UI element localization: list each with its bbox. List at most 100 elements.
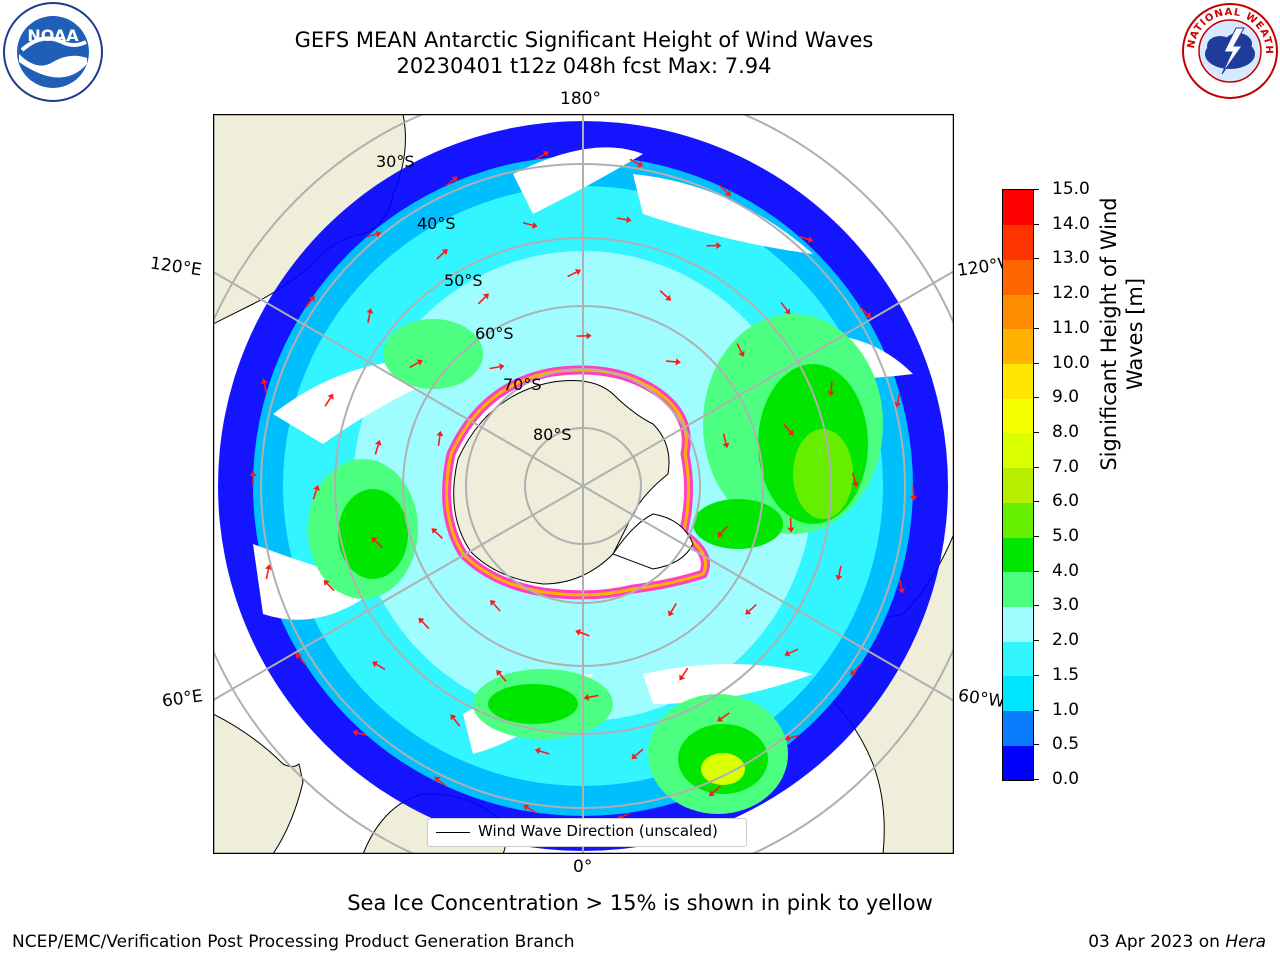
colorbar-segment xyxy=(1003,606,1033,642)
noaa-logo-text: NOAA xyxy=(27,26,79,45)
colorbar-segment xyxy=(1003,537,1033,573)
wave-arrow-head xyxy=(575,629,582,636)
colorbar-tick-mark xyxy=(1033,605,1039,607)
lat-label-40s: 40°S xyxy=(417,214,456,233)
wave-arrow-shaft xyxy=(436,251,445,260)
wave-arrow-head xyxy=(260,378,268,384)
wave-arrow-shaft xyxy=(616,217,627,221)
longitude-lines xyxy=(213,114,954,854)
colorbar-tick-mark xyxy=(1033,431,1039,433)
wave-arrow-shaft xyxy=(720,525,729,535)
colorbar-tick-mark xyxy=(1033,674,1039,676)
colorbar-tick-label: 3.0 xyxy=(1052,595,1080,616)
wave-arrow-head xyxy=(498,363,505,371)
wave-arrow-shaft xyxy=(263,383,268,394)
wave-arrow-head xyxy=(418,617,425,624)
lon-label-120e: 120°E xyxy=(148,253,203,281)
wave-arrow-head xyxy=(372,661,379,668)
wave-arrow-head xyxy=(374,440,382,446)
lat-label-50s: 50°S xyxy=(444,271,483,290)
wave-arrow-shaft xyxy=(366,233,377,238)
wave-arrow-shaft xyxy=(912,485,915,497)
colorbar-segment xyxy=(1003,502,1033,538)
wave-arrow-head xyxy=(542,151,549,158)
wave-arrow-shaft xyxy=(421,620,430,630)
wave-arrow-shaft xyxy=(579,631,590,637)
wave-arrow-shaft xyxy=(780,302,788,311)
nws-logo: NATIONAL WEATHER SERVICE xyxy=(1180,2,1278,99)
wave-arrow-head xyxy=(668,610,675,617)
wave-arrow-shaft xyxy=(681,667,689,677)
wave-arrow-shaft xyxy=(326,582,335,592)
colorbar-tick-mark xyxy=(1033,327,1039,329)
wave-arrow-shaft xyxy=(665,360,676,363)
colorbar-tick-label: 0.5 xyxy=(1052,734,1080,755)
colorbar xyxy=(1002,189,1034,781)
colorbar-tick-label: 4.0 xyxy=(1052,560,1080,581)
wave-arrow-shaft xyxy=(539,750,550,755)
wave-arrow-head xyxy=(375,230,382,238)
wave-arrow-head xyxy=(626,216,632,224)
colorbar-tick-label: 8.0 xyxy=(1052,421,1080,442)
colorbar-tick-mark xyxy=(1033,189,1039,190)
colorbar-tick-label: 1.5 xyxy=(1052,664,1080,685)
wave-arrow-head xyxy=(482,293,489,300)
wave-arrow-head xyxy=(441,249,448,255)
wave-arrow-shaft xyxy=(629,158,640,165)
wave-arrow-shaft xyxy=(535,153,545,161)
sea-ice-note: Sea Ice Concentration > 15% is shown in … xyxy=(347,891,933,915)
wave-arrow-head xyxy=(534,747,541,755)
polar-map xyxy=(213,114,954,854)
wave-arrow-head xyxy=(523,804,530,811)
colorbar-segment xyxy=(1003,432,1033,469)
colorbar-segment xyxy=(1003,641,1033,677)
wave-arrow-shaft xyxy=(374,444,380,455)
wave-arrow-head xyxy=(716,242,722,250)
wave-arrow-shaft xyxy=(492,602,501,612)
colorbar-tick-label: 12.0 xyxy=(1052,283,1090,304)
wave-arrow-head xyxy=(631,753,638,760)
lat-label-30s: 30°S xyxy=(376,152,415,171)
wave-arrow-head xyxy=(827,391,835,397)
colorbar-tick-mark xyxy=(1033,501,1039,503)
wave-arrow-shaft xyxy=(298,656,306,665)
colorbar-title: Significant Height of Wind Waves [m] xyxy=(1097,197,1147,471)
colorbar-segment xyxy=(1003,363,1033,399)
wave-arrow-shaft xyxy=(783,423,792,433)
lon-label-0: 0° xyxy=(573,857,593,877)
wave-arrow-head xyxy=(490,599,497,606)
wave-arrow-head xyxy=(722,442,730,449)
colorbar-segment xyxy=(1003,745,1033,781)
chart-title: GEFS MEAN Antarctic Significant Height o… xyxy=(294,28,874,52)
wave-arrow-head xyxy=(717,715,724,722)
wave-arrow-head xyxy=(865,312,872,319)
colorbar-tick-mark xyxy=(1033,258,1039,260)
chart-subtitle: 20230401 t12z 048h fcst Max: 7.94 xyxy=(396,54,772,78)
wave-arrow-head xyxy=(371,537,378,544)
wave-arrow-head xyxy=(784,308,791,315)
wave-arrow-head xyxy=(679,674,686,681)
colorbar-tick-label: 0.0 xyxy=(1052,769,1080,789)
wave-direction-arrows xyxy=(249,151,918,821)
lon-label-60e: 60°E xyxy=(160,686,205,712)
wave-arrow-shaft xyxy=(830,381,833,392)
colorbar-segment xyxy=(1003,259,1033,295)
wave-arrow-head xyxy=(313,485,320,491)
wave-arrow-shaft xyxy=(437,779,447,787)
colorbar-segment xyxy=(1003,190,1033,226)
wave-arrow-head xyxy=(910,495,918,501)
wave-arrow-head xyxy=(850,669,857,676)
colorbar-tick-mark xyxy=(1033,466,1039,468)
wave-arrow-head xyxy=(583,693,590,701)
colorbar-tick-label: 15.0 xyxy=(1052,179,1090,199)
wave-arrow-head xyxy=(295,653,302,660)
wave-arrow-head xyxy=(450,714,457,721)
colorbar-tick-mark xyxy=(1033,536,1039,538)
wave-arrow-head xyxy=(352,729,359,737)
wave-arrow-shaft xyxy=(477,296,486,305)
wave-arrow-head xyxy=(265,564,272,570)
legend-label: Wind Wave Direction (unscaled) xyxy=(478,822,718,840)
colorbar-tick-label: 9.0 xyxy=(1052,387,1080,408)
lat-label-80s: 80°S xyxy=(533,425,572,444)
colorbar-tick-mark xyxy=(1033,709,1039,711)
